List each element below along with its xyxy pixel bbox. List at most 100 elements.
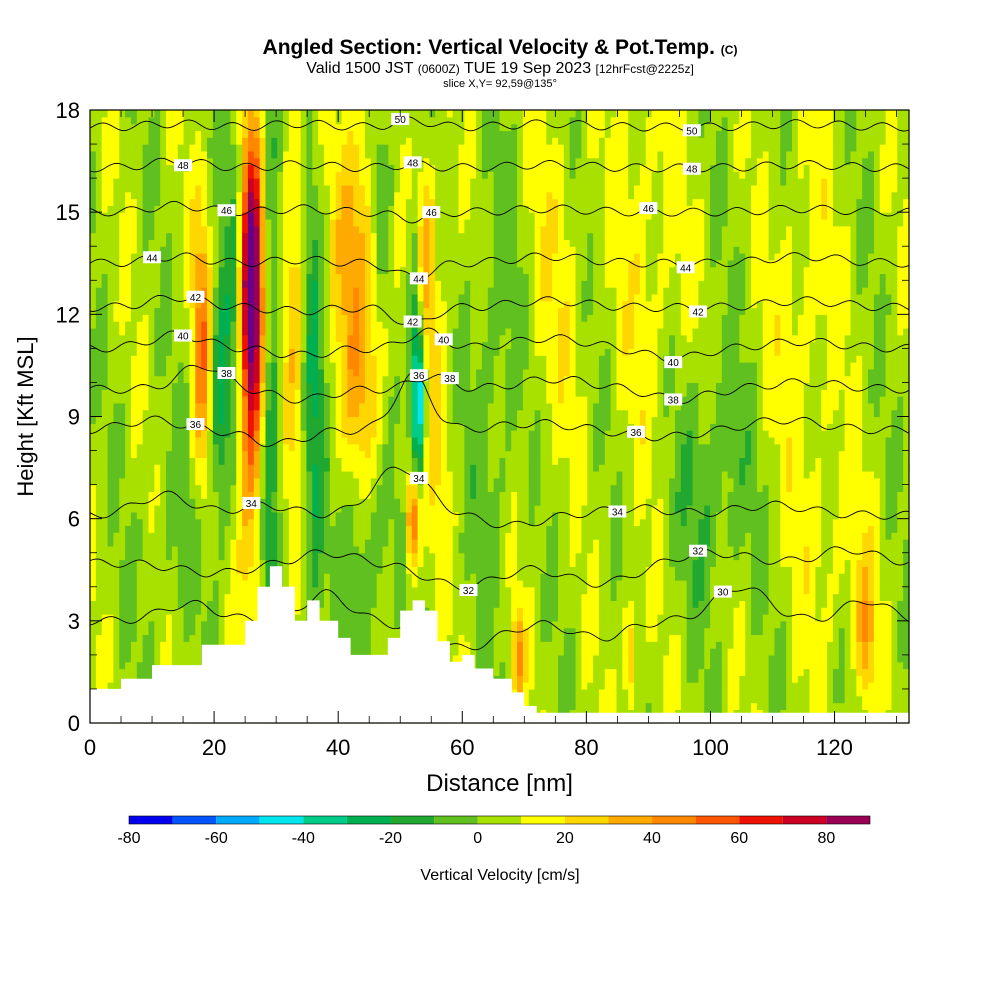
velocity-cell: [253, 144, 261, 152]
velocity-cell: [136, 266, 144, 275]
velocity-cell: [189, 518, 196, 527]
velocity-cell: [329, 443, 337, 452]
velocity-cell: [359, 280, 366, 288]
velocity-cell: [347, 457, 354, 465]
velocity-cell: [353, 212, 360, 220]
velocity-cell: [212, 130, 220, 138]
velocity-cell: [148, 130, 155, 138]
velocity-cell: [148, 300, 155, 309]
velocity-cell: [113, 259, 120, 268]
velocity-cell: [277, 280, 284, 288]
velocity-cell: [353, 396, 360, 404]
velocity-cell: [230, 505, 237, 513]
velocity-cell: [300, 525, 308, 533]
velocity-cell: [212, 198, 220, 206]
velocity-cell: [259, 409, 267, 418]
velocity-cell: [207, 402, 214, 411]
velocity-cell: [125, 409, 132, 418]
velocity-cell: [148, 382, 155, 390]
velocity-cell: [370, 355, 378, 363]
velocity-cell: [394, 430, 401, 438]
velocity-cell: [318, 559, 325, 567]
velocity-cell: [95, 266, 103, 275]
velocity-cell: [388, 409, 395, 418]
velocity-cell: [300, 293, 308, 302]
velocity-cell: [230, 539, 237, 547]
velocity-cell: [171, 470, 179, 479]
velocity-cell: [277, 355, 284, 363]
velocity-cell: [370, 627, 378, 636]
velocity-cell: [306, 341, 313, 349]
velocity-cell: [125, 164, 132, 172]
velocity-cell: [230, 334, 237, 343]
velocity-cell: [242, 579, 249, 588]
velocity-cell: [283, 416, 290, 424]
velocity-cell: [130, 593, 138, 601]
velocity-cell: [271, 110, 278, 118]
velocity-cell: [171, 552, 179, 561]
velocity-cell: [294, 579, 302, 588]
velocity-cell: [125, 648, 132, 656]
velocity-cell: [283, 150, 290, 159]
velocity-cell: [125, 525, 132, 533]
velocity-cell: [335, 368, 343, 377]
velocity-cell: [265, 334, 272, 343]
velocity-cell: [119, 484, 126, 493]
velocity-cell: [119, 266, 126, 275]
velocity-cell: [195, 300, 202, 309]
velocity-cell: [171, 355, 179, 363]
velocity-cell: [376, 198, 384, 206]
velocity-cell: [207, 321, 214, 329]
velocity-cell: [405, 191, 413, 200]
velocity-cell: [242, 614, 249, 622]
velocity-cell: [95, 573, 103, 581]
velocity-cell: [405, 348, 413, 356]
velocity-cell: [329, 423, 337, 431]
velocity-cell: [113, 191, 120, 200]
velocity-cell: [306, 137, 313, 145]
velocity-cell: [101, 430, 109, 438]
velocity-cell: [318, 593, 325, 601]
velocity-cell: [324, 389, 331, 397]
velocity-cell: [312, 511, 319, 520]
velocity-cell: [382, 586, 389, 595]
velocity-cell: [376, 123, 384, 132]
velocity-cell: [242, 157, 249, 166]
velocity-cell: [154, 532, 161, 540]
velocity-cell: [312, 491, 319, 499]
velocity-cell: [353, 641, 360, 649]
velocity-cell: [247, 266, 255, 275]
velocity-cell: [113, 157, 120, 166]
velocity-cell: [230, 573, 237, 581]
velocity-cell: [189, 477, 196, 486]
velocity-cell: [218, 573, 226, 581]
velocity-cell: [142, 212, 150, 220]
velocity-cell: [288, 314, 296, 322]
velocity-cell: [259, 137, 267, 145]
velocity-cell: [125, 389, 132, 397]
velocity-cell: [242, 552, 249, 561]
velocity-cell: [341, 137, 348, 145]
velocity-cell: [294, 402, 302, 411]
velocity-cell: [230, 416, 237, 424]
velocity-cell: [312, 144, 319, 152]
velocity-cell: [364, 430, 372, 438]
velocity-cell: [201, 137, 208, 145]
velocity-cell: [253, 362, 261, 370]
velocity-cell: [400, 559, 407, 567]
velocity-cell: [265, 505, 272, 513]
velocity-cell: [370, 566, 378, 574]
velocity-cell: [207, 573, 214, 581]
velocity-cell: [394, 205, 401, 213]
velocity-cell: [142, 368, 150, 377]
velocity-cell: [329, 614, 337, 622]
velocity-cell: [136, 416, 144, 424]
velocity-cell: [148, 137, 155, 145]
velocity-cell: [335, 355, 343, 363]
velocity-cell: [335, 259, 343, 268]
velocity-cell: [324, 457, 331, 465]
velocity-cell: [189, 130, 196, 138]
velocity-cell: [224, 586, 231, 595]
velocity-cell: [335, 232, 343, 241]
velocity-cell: [347, 246, 354, 254]
